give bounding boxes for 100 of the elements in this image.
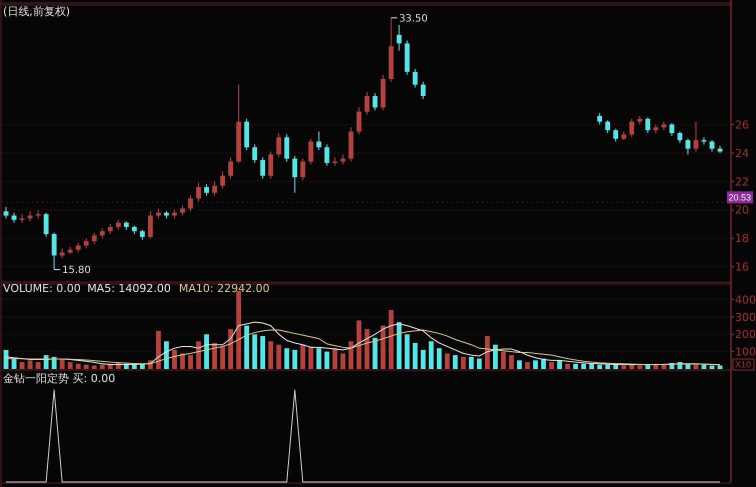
candlestick	[252, 144, 258, 164]
candlestick	[220, 170, 226, 190]
bar	[156, 330, 161, 369]
bar	[533, 360, 538, 369]
candlestick	[710, 140, 714, 152]
candlestick	[685, 138, 690, 155]
candlestick	[412, 68, 418, 88]
bar	[180, 353, 185, 369]
y-tick-label: 200	[735, 328, 756, 342]
bar	[76, 364, 81, 369]
candlestick	[613, 128, 618, 142]
bar	[340, 353, 346, 369]
bar	[549, 362, 554, 369]
candlestick	[645, 116, 650, 134]
candlestick	[396, 24, 402, 52]
bar	[702, 364, 706, 369]
bar	[36, 362, 41, 369]
bar	[164, 341, 169, 369]
chart-title: VOLUME: 0.00	[3, 282, 81, 296]
candlestick	[52, 232, 57, 270]
candlestick	[28, 210, 32, 222]
bar	[452, 355, 458, 369]
annotation: 15.80	[62, 265, 91, 276]
bar	[196, 341, 201, 369]
candlestick	[372, 92, 378, 111]
text: MA10: 22942.00	[178, 282, 270, 296]
bar	[84, 364, 89, 369]
bar	[685, 364, 690, 369]
candlestick	[268, 151, 274, 180]
y-tick-label: 16	[735, 260, 749, 274]
candlestick	[188, 195, 193, 212]
bar	[396, 322, 402, 369]
bar	[228, 329, 234, 369]
candlestick	[260, 156, 266, 180]
bar	[605, 364, 610, 369]
bar	[460, 356, 466, 369]
bar	[260, 336, 266, 369]
candlestick	[140, 229, 145, 240]
y-tick-label: 24	[735, 146, 749, 160]
bar	[589, 364, 594, 369]
candlestick	[677, 131, 682, 144]
bar	[236, 290, 242, 369]
bar	[509, 355, 514, 369]
bar	[388, 310, 394, 369]
candlestick	[356, 106, 362, 135]
bar	[436, 348, 442, 369]
candlestick	[92, 232, 97, 245]
bar	[412, 342, 418, 369]
bar	[284, 348, 290, 369]
y-tick-label: 400	[735, 293, 756, 306]
bar	[637, 366, 642, 369]
y-tick-label: 100	[735, 346, 756, 359]
candlestick	[597, 112, 602, 126]
bar	[597, 364, 602, 369]
candlestick	[364, 91, 370, 116]
bar	[404, 334, 410, 369]
bar	[348, 341, 354, 369]
bar	[100, 364, 105, 369]
bar	[444, 353, 450, 369]
candlestick	[12, 212, 16, 224]
bar	[380, 326, 386, 369]
y-tick-label: 26	[735, 118, 749, 132]
candlestick	[324, 144, 330, 166]
y-tick-label: 20	[735, 204, 749, 217]
annotation: 33.50	[399, 13, 428, 24]
bar	[268, 341, 274, 369]
bar	[621, 366, 626, 369]
y-tick-label: 22	[735, 175, 749, 188]
candlestick	[694, 121, 698, 152]
bar	[557, 360, 562, 369]
bar	[356, 320, 362, 369]
bar	[468, 356, 474, 369]
y-tick-label: 18	[735, 232, 749, 246]
bar	[428, 341, 434, 369]
y-tick-label: 300	[735, 310, 756, 324]
bar	[332, 348, 338, 369]
candlestick	[60, 248, 65, 259]
bar	[324, 352, 330, 369]
candlestick	[340, 154, 346, 165]
bar	[581, 364, 586, 369]
chart-title: (日线,前复权)	[3, 5, 70, 18]
candlestick	[100, 228, 105, 239]
bar	[565, 364, 570, 369]
bar	[308, 346, 314, 369]
bar	[20, 362, 24, 369]
bar	[525, 362, 530, 369]
bar	[316, 348, 322, 369]
candlestick	[284, 134, 290, 162]
bar	[252, 334, 258, 369]
candlestick	[420, 81, 426, 100]
bar	[300, 344, 306, 369]
bar	[188, 355, 193, 369]
bar	[364, 329, 370, 369]
candlestick	[180, 205, 185, 216]
candlestick	[84, 238, 89, 249]
candlestick	[116, 219, 121, 230]
chart-title: 金钻一阳定势 买: 0.00	[3, 372, 116, 386]
candlestick	[4, 206, 8, 219]
candlestick	[605, 120, 610, 134]
candlestick	[148, 210, 153, 239]
